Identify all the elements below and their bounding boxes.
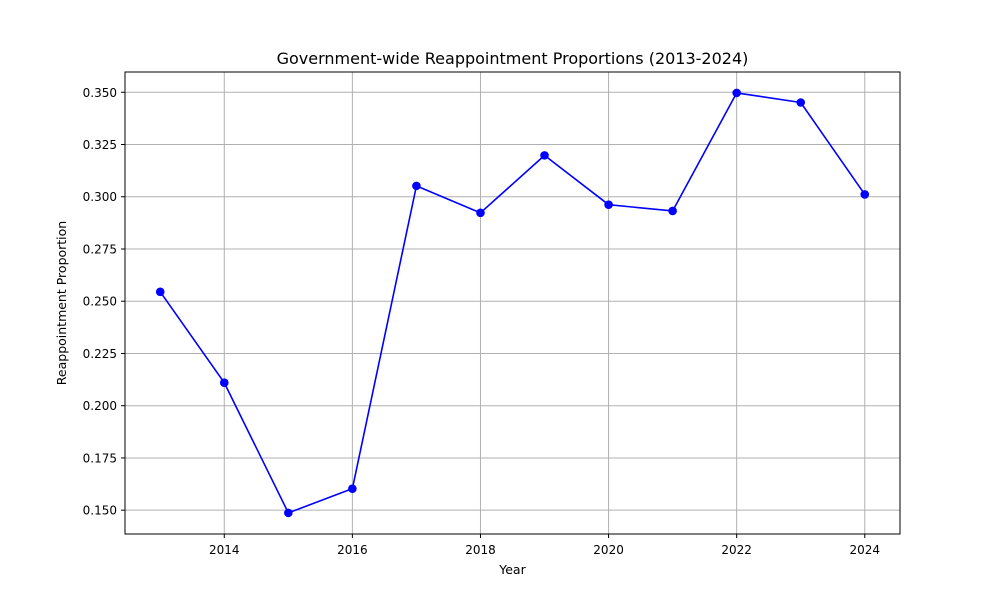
series-line — [159, 92, 866, 514]
data-point — [348, 484, 357, 493]
x-tick-label: 2018 — [465, 543, 496, 557]
data-point — [476, 208, 485, 218]
data-point — [155, 287, 165, 297]
y-tick-label: 0.150 — [83, 504, 117, 518]
plot-frame — [124, 71, 901, 535]
y-axis-label: Reappointment Proportion — [54, 221, 69, 385]
y-tick-label: 0.225 — [83, 347, 117, 361]
data-point — [412, 181, 421, 191]
x-tick-label: 2022 — [721, 543, 752, 557]
data-point — [284, 508, 293, 518]
data-point — [796, 98, 806, 107]
y-tick-label: 0.350 — [83, 86, 117, 100]
data-point — [219, 378, 229, 388]
grid — [125, 72, 900, 534]
x-tick-label: 2016 — [337, 543, 368, 557]
series-layer — [155, 88, 870, 518]
y-tick-label: 0.250 — [83, 295, 117, 309]
x-axis-label: Year — [498, 562, 526, 577]
y-tick-label: 0.275 — [83, 242, 117, 256]
data-point — [604, 200, 613, 209]
data-point — [540, 151, 549, 160]
y-tick-label: 0.200 — [83, 399, 117, 413]
y-tick-label: 0.325 — [83, 138, 117, 152]
x-tick-label: 2024 — [849, 543, 880, 557]
data-point — [860, 190, 870, 199]
y-tick-label: 0.300 — [83, 190, 117, 204]
data-point — [668, 206, 677, 216]
x-tick-label: 2014 — [209, 543, 240, 557]
x-axis: 2014 2016 2018 2020 2022 2024 — [209, 534, 880, 557]
x-tick-label: 2020 — [593, 543, 624, 557]
data-point — [732, 88, 741, 98]
y-axis: 0.150 0.175 0.200 0.225 0.250 0.275 0.300 0.325… — [83, 86, 125, 518]
chart-title: Government-wide Reappointment Proportion… — [277, 49, 749, 68]
y-tick-label: 0.175 — [83, 451, 117, 465]
